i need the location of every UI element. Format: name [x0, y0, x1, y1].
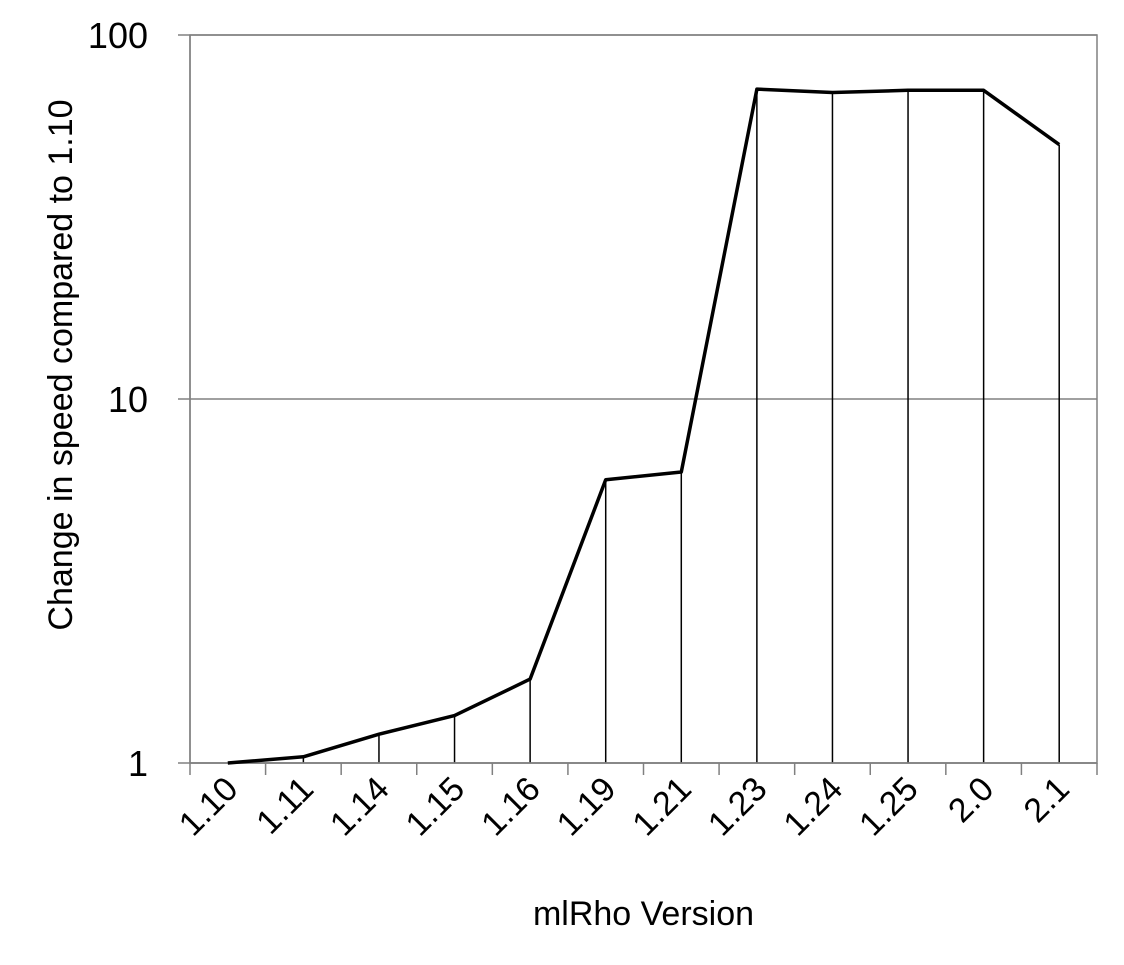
x-tick-label: 1.24: [776, 770, 850, 844]
x-tick-labels: 1.10 1.11 1.14 1.15 1.16 1.19 1.21 1.23 1.24 1.25…: [172, 770, 1077, 844]
y-tick-label: 1: [128, 743, 148, 784]
x-tick-label: 1.10: [172, 770, 246, 844]
y-tick-labels: 1 10 100: [88, 15, 148, 784]
x-tick-label: 2.0: [941, 770, 1001, 830]
x-tick-label: 1.25: [852, 770, 926, 844]
x-tick-label: 1.23: [701, 770, 775, 844]
y-tick-label: 100: [88, 15, 148, 56]
x-tick-label: 1.16: [474, 770, 548, 844]
x-tick-label: 1.14: [323, 770, 397, 844]
gridlines: [190, 34, 1097, 764]
x-tick-label: 1.15: [399, 770, 473, 844]
drop-lines: [302, 89, 1060, 763]
series-line: [227, 87, 1061, 765]
y-tick-label: 10: [108, 379, 148, 420]
x-tick-label: 1.21: [625, 770, 699, 844]
x-tick-label: 1.11: [249, 770, 321, 842]
axes: [178, 34, 1098, 775]
y-axis-title: Change in speed compared to 1.10: [42, 99, 80, 630]
x-axis-title: mlRho Version: [533, 895, 754, 933]
x-tick-label: 1.19: [550, 770, 624, 844]
x-tick-label: 2.1: [1017, 770, 1077, 830]
